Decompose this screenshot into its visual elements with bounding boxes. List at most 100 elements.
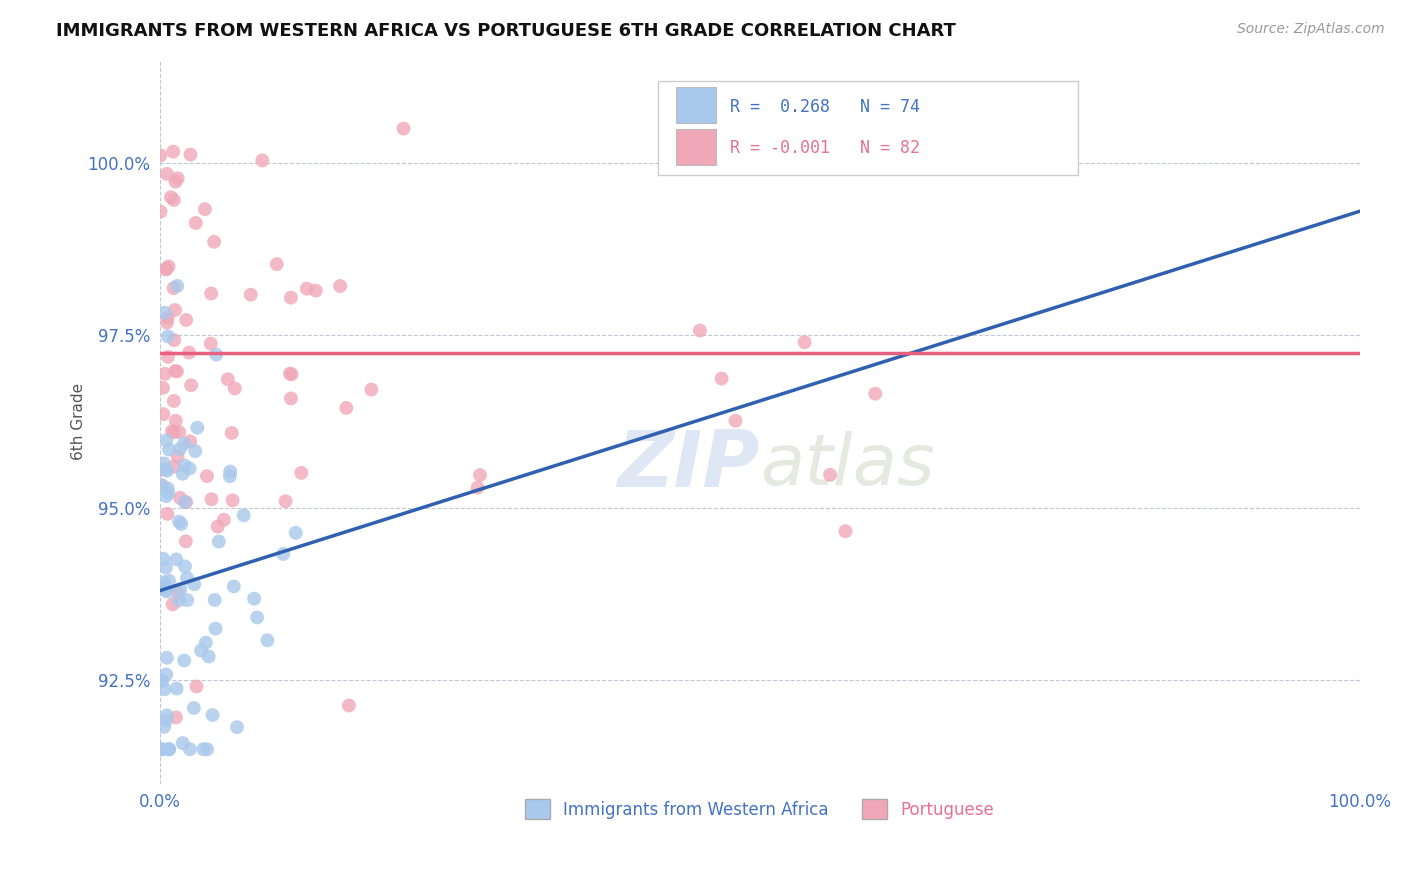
- Point: [174, 534, 197, 549]
- Point: [155, 262, 177, 277]
- Point: [201, 708, 224, 723]
- Point: [335, 401, 357, 415]
- Point: [163, 193, 186, 207]
- Y-axis label: 6th Grade: 6th Grade: [72, 383, 86, 460]
- Point: [252, 153, 274, 168]
- Point: [163, 459, 186, 474]
- Point: [221, 493, 243, 508]
- Point: [155, 714, 177, 728]
- Point: [184, 444, 207, 458]
- Point: [219, 465, 242, 479]
- Point: [200, 286, 222, 301]
- Point: [180, 378, 202, 392]
- Point: [689, 324, 711, 338]
- Point: [232, 508, 254, 523]
- Point: [290, 466, 312, 480]
- Point: [157, 742, 180, 756]
- Point: [169, 491, 191, 505]
- Point: [200, 336, 222, 351]
- Point: [207, 519, 229, 533]
- Point: [224, 381, 246, 395]
- Point: [160, 424, 183, 438]
- Point: [239, 287, 262, 301]
- Point: [150, 742, 173, 756]
- Point: [149, 204, 172, 219]
- Point: [202, 235, 225, 249]
- Point: [163, 333, 186, 347]
- Point: [280, 392, 302, 406]
- Point: [165, 552, 187, 566]
- Point: [163, 303, 186, 318]
- Point: [155, 560, 177, 574]
- Point: [195, 742, 218, 756]
- Point: [156, 310, 179, 325]
- Point: [150, 673, 173, 688]
- Point: [179, 434, 201, 449]
- Point: [204, 622, 226, 636]
- Point: [156, 708, 179, 723]
- Point: [153, 682, 176, 697]
- Point: [173, 458, 195, 473]
- Text: ZIP: ZIP: [617, 427, 759, 503]
- Point: [165, 414, 187, 428]
- Point: [243, 591, 266, 606]
- Point: [166, 364, 188, 378]
- Point: [179, 742, 201, 756]
- Point: [173, 495, 195, 509]
- Point: [152, 579, 174, 593]
- Point: [360, 383, 382, 397]
- Point: [152, 381, 174, 395]
- Point: [163, 425, 186, 440]
- Point: [156, 316, 179, 330]
- Point: [149, 673, 172, 688]
- Point: [200, 492, 222, 507]
- Point: [834, 524, 856, 539]
- Point: [246, 610, 269, 624]
- Point: [165, 175, 187, 189]
- Point: [157, 742, 180, 756]
- Point: [155, 667, 177, 681]
- Point: [266, 257, 288, 271]
- Point: [169, 442, 191, 456]
- Point: [193, 742, 215, 756]
- Point: [186, 680, 208, 694]
- Point: [212, 513, 235, 527]
- Point: [169, 425, 191, 440]
- Point: [280, 368, 302, 382]
- Point: [194, 635, 217, 649]
- Point: [174, 559, 197, 574]
- Point: [162, 145, 184, 159]
- Point: [152, 407, 174, 421]
- Point: [156, 507, 179, 521]
- Point: [157, 260, 180, 274]
- Point: [219, 469, 242, 483]
- Point: [271, 547, 294, 561]
- Point: [186, 420, 208, 434]
- Point: [183, 577, 205, 591]
- Point: [176, 571, 198, 585]
- Point: [190, 643, 212, 657]
- Point: [305, 284, 328, 298]
- Point: [222, 579, 245, 593]
- Point: [150, 478, 173, 492]
- FancyBboxPatch shape: [658, 81, 1077, 176]
- Point: [724, 414, 747, 428]
- Point: [173, 436, 195, 450]
- Point: [274, 494, 297, 508]
- Text: R =  0.268   N = 74: R = 0.268 N = 74: [730, 97, 920, 116]
- Point: [167, 586, 190, 600]
- Point: [226, 720, 249, 734]
- Point: [165, 364, 187, 378]
- Point: [818, 467, 841, 482]
- Text: Source: ZipAtlas.com: Source: ZipAtlas.com: [1237, 22, 1385, 37]
- Point: [155, 463, 177, 477]
- Point: [793, 335, 815, 350]
- Point: [156, 650, 179, 665]
- Point: [157, 574, 180, 588]
- Point: [179, 345, 201, 359]
- Point: [156, 584, 179, 599]
- Point: [174, 495, 197, 509]
- Legend: Immigrants from Western Africa, Portuguese: Immigrants from Western Africa, Portugue…: [519, 792, 1001, 826]
- Point: [156, 167, 179, 181]
- Point: [280, 291, 302, 305]
